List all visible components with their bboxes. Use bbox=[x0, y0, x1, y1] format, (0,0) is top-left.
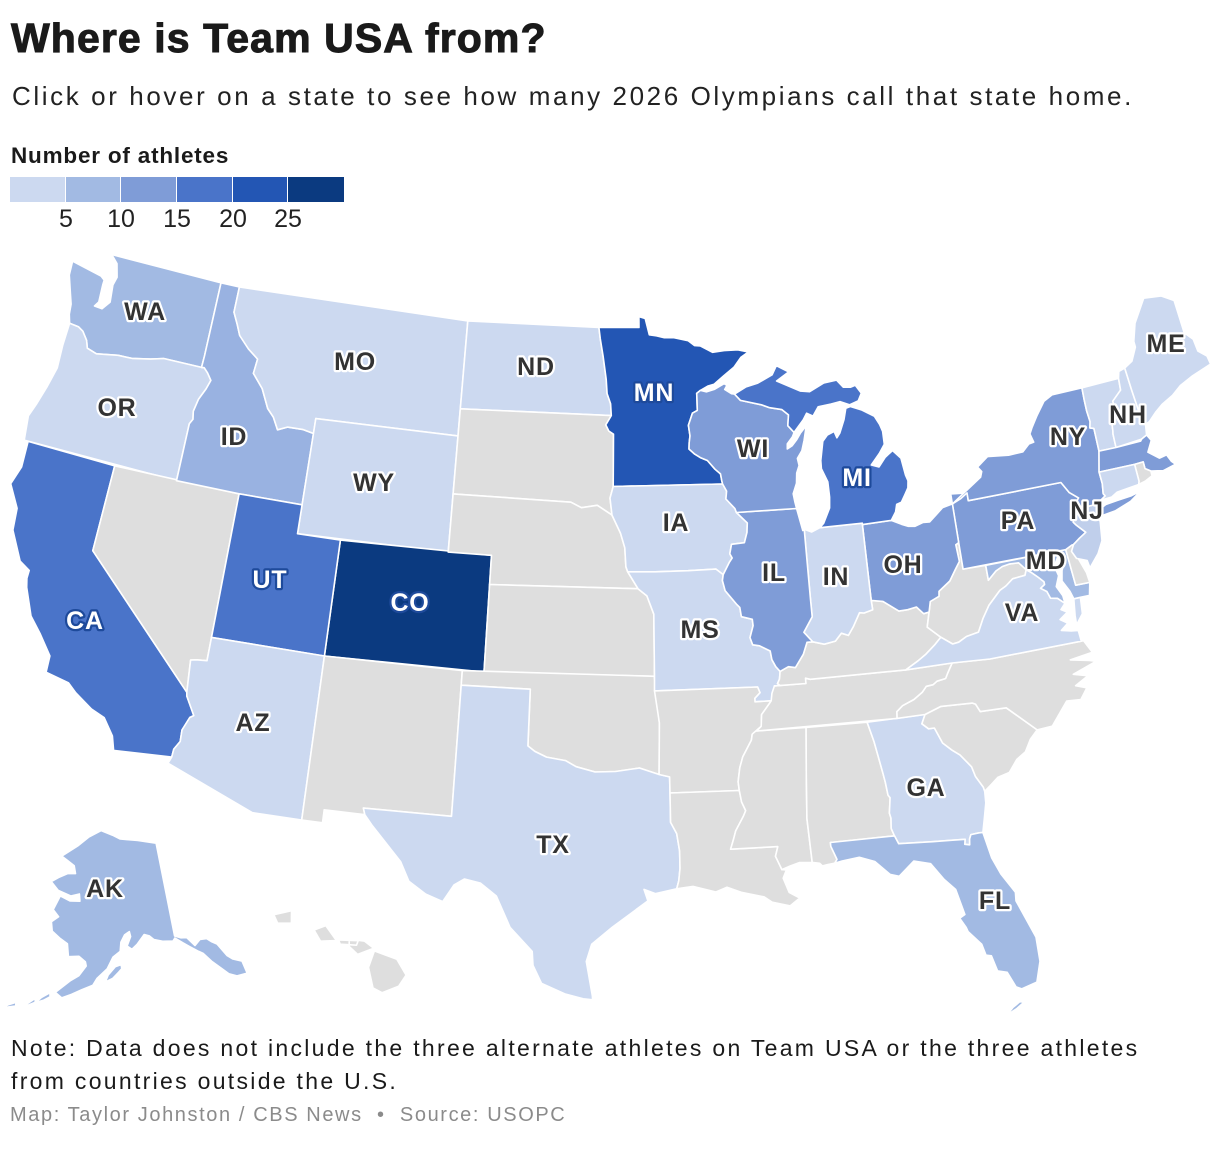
svg-text:ME: ME bbox=[1146, 330, 1185, 358]
svg-text:VA: VA bbox=[1005, 599, 1039, 627]
svg-text:MO: MO bbox=[334, 348, 376, 376]
svg-text:WA: WA bbox=[124, 298, 166, 326]
svg-text:CO: CO bbox=[390, 589, 429, 617]
svg-text:WY: WY bbox=[353, 469, 395, 497]
svg-text:NH: NH bbox=[1109, 401, 1147, 429]
svg-text:OR: OR bbox=[97, 394, 136, 422]
svg-text:UT: UT bbox=[253, 566, 288, 594]
svg-text:GA: GA bbox=[906, 774, 945, 802]
svg-text:WI: WI bbox=[737, 435, 769, 463]
svg-text:FL: FL bbox=[979, 887, 1011, 915]
svg-text:CA: CA bbox=[66, 607, 104, 635]
svg-text:NY: NY bbox=[1050, 423, 1086, 451]
svg-text:AZ: AZ bbox=[236, 709, 271, 737]
svg-text:MI: MI bbox=[842, 464, 871, 492]
svg-text:TX: TX bbox=[536, 831, 570, 859]
svg-text:MD: MD bbox=[1026, 547, 1066, 575]
svg-text:NJ: NJ bbox=[1070, 497, 1104, 525]
svg-text:MN: MN bbox=[634, 379, 674, 407]
svg-text:OH: OH bbox=[883, 551, 922, 579]
svg-text:IN: IN bbox=[823, 563, 850, 591]
svg-text:AK: AK bbox=[86, 875, 124, 903]
svg-text:IL: IL bbox=[762, 559, 786, 587]
svg-text:PA: PA bbox=[1001, 507, 1035, 535]
svg-text:ND: ND bbox=[517, 353, 555, 381]
svg-text:IA: IA bbox=[663, 509, 690, 537]
svg-text:ID: ID bbox=[221, 423, 248, 451]
svg-text:MS: MS bbox=[680, 616, 719, 644]
